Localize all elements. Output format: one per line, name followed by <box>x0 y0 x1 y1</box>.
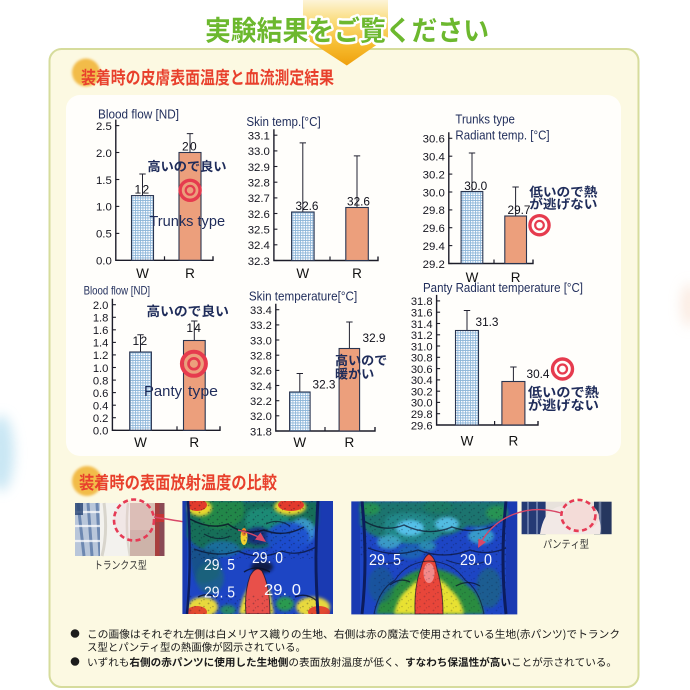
svg-text:30.4: 30.4 <box>423 152 445 164</box>
svg-text:Skin temperature[°C]: Skin temperature[°C] <box>249 289 357 304</box>
svg-text:0.0: 0.0 <box>93 426 109 438</box>
svg-text:14: 14 <box>186 321 202 335</box>
svg-text:32.3: 32.3 <box>248 256 270 268</box>
svg-text:Blood flow [ND]: Blood flow [ND] <box>98 107 179 122</box>
svg-text:33.2: 33.2 <box>250 320 272 332</box>
svg-text:29.8: 29.8 <box>423 205 445 217</box>
svg-text:Blood flow [ND]: Blood flow [ND] <box>84 284 151 298</box>
svg-text:33.0: 33.0 <box>248 146 270 158</box>
svg-text:1.4: 1.4 <box>93 338 109 350</box>
svg-text:W: W <box>136 266 149 281</box>
svg-text:29. 5: 29. 5 <box>204 585 235 602</box>
svg-text:32.7: 32.7 <box>248 193 270 205</box>
svg-text:30.2: 30.2 <box>411 387 433 399</box>
svg-text:Radiant temp. [°C]: Radiant temp. [°C] <box>455 128 549 143</box>
svg-text:32.9: 32.9 <box>248 162 270 174</box>
svg-text:32.3: 32.3 <box>313 378 336 392</box>
svg-text:29.2: 29.2 <box>423 259 445 271</box>
svg-text:32.4: 32.4 <box>250 381 272 393</box>
svg-text:32.9: 32.9 <box>363 331 386 345</box>
svg-text:R: R <box>511 270 521 285</box>
svg-text:W: W <box>461 434 474 449</box>
svg-text:1.5: 1.5 <box>96 175 112 187</box>
svg-text:12: 12 <box>133 334 149 348</box>
svg-text:2.0: 2.0 <box>93 300 109 312</box>
svg-text:32.0: 32.0 <box>250 411 272 423</box>
svg-text:31.8: 31.8 <box>250 426 272 438</box>
svg-text:Trunks type: Trunks type <box>455 112 515 127</box>
svg-text:W: W <box>466 270 479 285</box>
svg-text:29.6: 29.6 <box>423 223 445 235</box>
svg-text:0.2: 0.2 <box>93 413 109 425</box>
svg-text:31.4: 31.4 <box>411 319 433 331</box>
svg-text:30.6: 30.6 <box>411 364 433 376</box>
svg-text:1.0: 1.0 <box>93 363 109 375</box>
svg-text:30.0: 30.0 <box>423 187 445 199</box>
svg-text:1.2: 1.2 <box>93 350 109 362</box>
svg-text:32.6: 32.6 <box>296 199 319 213</box>
svg-text:33.4: 33.4 <box>250 305 272 317</box>
svg-text:33.1: 33.1 <box>248 131 270 143</box>
svg-text:W: W <box>293 435 306 450</box>
svg-text:W: W <box>134 435 147 450</box>
svg-text:31.3: 31.3 <box>476 315 499 329</box>
svg-text:29. 0: 29. 0 <box>460 552 492 569</box>
svg-text:30.4: 30.4 <box>527 367 550 381</box>
svg-text:29.4: 29.4 <box>423 241 445 253</box>
svg-text:33.0: 33.0 <box>250 335 272 347</box>
svg-text:30.8: 30.8 <box>411 353 433 365</box>
svg-text:R: R <box>345 435 355 450</box>
svg-text:30.2: 30.2 <box>423 169 445 181</box>
svg-text:29.7: 29.7 <box>508 203 531 217</box>
svg-text:R: R <box>509 434 519 449</box>
svg-text:29.8: 29.8 <box>411 409 433 421</box>
svg-text:29. 0: 29. 0 <box>252 550 283 567</box>
svg-text:32.4: 32.4 <box>248 240 270 252</box>
svg-text:29.6: 29.6 <box>411 420 433 432</box>
svg-text:1.8: 1.8 <box>93 313 109 325</box>
svg-text:31.0: 31.0 <box>411 341 433 353</box>
svg-text:Panty: Panty <box>144 383 182 400</box>
svg-text:31.8: 31.8 <box>411 296 433 308</box>
svg-text:Trunks type: Trunks type <box>149 213 225 230</box>
svg-text:0.8: 0.8 <box>93 375 109 387</box>
svg-text:31.2: 31.2 <box>411 330 433 342</box>
svg-text:0.4: 0.4 <box>93 401 109 413</box>
svg-text:type: type <box>188 383 218 400</box>
svg-text:32.6: 32.6 <box>347 195 370 209</box>
svg-text:30.0: 30.0 <box>464 179 487 193</box>
svg-text:32.8: 32.8 <box>248 178 270 190</box>
svg-text:R: R <box>185 266 195 281</box>
svg-text:32.5: 32.5 <box>248 225 270 237</box>
svg-text:Panty Radiant temperature [°C]: Panty Radiant temperature [°C] <box>423 280 583 295</box>
svg-text:12: 12 <box>135 182 151 196</box>
svg-text:29. 0: 29. 0 <box>264 582 301 599</box>
svg-text:1.0: 1.0 <box>96 202 112 214</box>
svg-text:30.4: 30.4 <box>411 375 433 387</box>
svg-text:29. 5: 29. 5 <box>369 552 401 569</box>
svg-text:32.2: 32.2 <box>250 396 272 408</box>
svg-text:2.5: 2.5 <box>96 121 112 133</box>
svg-text:Skin temp.[°C]: Skin temp.[°C] <box>246 114 320 129</box>
svg-text:0.0: 0.0 <box>96 256 112 268</box>
svg-text:32.6: 32.6 <box>248 209 270 221</box>
svg-text:20: 20 <box>182 139 198 153</box>
svg-text:R: R <box>352 266 362 281</box>
svg-text:0.6: 0.6 <box>93 388 109 400</box>
svg-text:R: R <box>189 435 199 450</box>
svg-text:31.6: 31.6 <box>411 308 433 320</box>
svg-text:32.8: 32.8 <box>250 351 272 363</box>
svg-text:0.5: 0.5 <box>96 229 112 241</box>
svg-text:W: W <box>296 266 309 281</box>
svg-text:30.6: 30.6 <box>423 134 445 146</box>
svg-text:30.0: 30.0 <box>411 398 433 410</box>
svg-text:2.0: 2.0 <box>96 148 112 160</box>
svg-text:29. 5: 29. 5 <box>204 557 235 574</box>
svg-text:1.6: 1.6 <box>93 325 109 337</box>
svg-text:32.6: 32.6 <box>250 366 272 378</box>
